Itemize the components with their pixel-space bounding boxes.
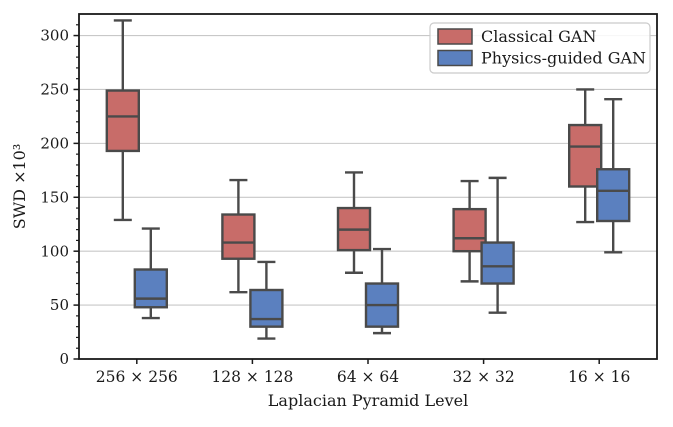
y-tick-label: 200: [40, 134, 69, 152]
x-axis-label: Laplacian Pyramid Level: [268, 391, 468, 410]
box-classical: [568, 123, 603, 188]
box-classical: [221, 213, 256, 260]
x-tick-label: 16 × 16: [568, 368, 630, 386]
y-tick-label: 0: [59, 350, 69, 368]
legend-label: Physics-guided GAN: [481, 49, 646, 68]
box-physics: [249, 288, 284, 328]
x-tick-label: 64 × 64: [337, 368, 399, 386]
legend-label: Classical GAN: [481, 27, 596, 46]
plot-frame: [78, 13, 658, 360]
y-tick-label: 250: [40, 81, 69, 99]
box-physics: [596, 168, 631, 223]
y-tick-label: 300: [40, 27, 69, 45]
y-axis-label: SWD ×10³: [10, 144, 29, 230]
box-physics: [133, 268, 169, 309]
y-tick-label: 100: [40, 242, 69, 260]
legend-swatch: [437, 49, 473, 67]
legend-swatch: [437, 28, 473, 45]
y-tick-label: 50: [50, 296, 69, 314]
x-tick-label: 128 × 128: [211, 368, 293, 386]
x-tick-label: 256 × 256: [96, 368, 178, 386]
box-classical: [105, 89, 141, 153]
y-tick-label: 150: [40, 188, 69, 206]
x-tick-label: 32 × 32: [452, 368, 514, 386]
box-classical: [452, 207, 487, 253]
box-physics: [480, 241, 515, 285]
legend-box: [429, 22, 651, 74]
